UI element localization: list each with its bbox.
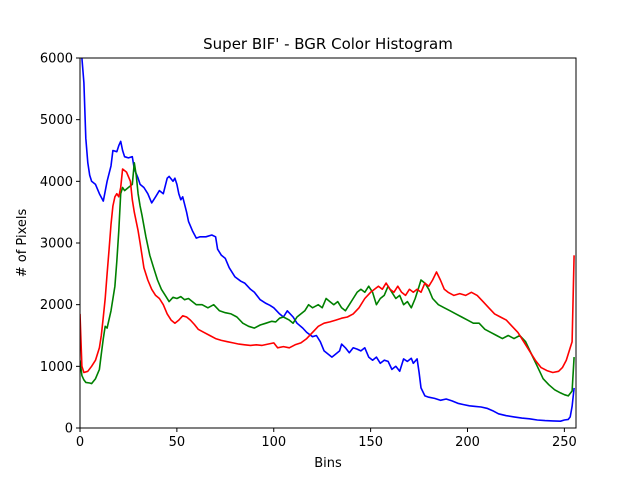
- x-tick-label: 200: [455, 435, 480, 450]
- x-tick-label: 250: [552, 435, 577, 450]
- y-axis-ticks: 0 1000 2000 3000 4000 5000 6000: [40, 52, 80, 437]
- series-line-red: [80, 168, 575, 374]
- chart-title: Super BIF' - BGR Color Histogram: [203, 35, 453, 53]
- y-tick-label: 5000: [40, 113, 73, 128]
- x-axis-label: Bins: [314, 456, 342, 471]
- y-tick-label: 3000: [40, 237, 73, 252]
- y-axis-label: # of Pixels: [15, 209, 30, 278]
- x-tick-label: 100: [261, 435, 286, 450]
- x-tick-label: 0: [76, 435, 84, 450]
- y-tick-label: 0: [65, 422, 73, 437]
- y-tick-label: 6000: [40, 52, 73, 67]
- y-tick-label: 2000: [40, 298, 73, 313]
- y-tick-label: 4000: [40, 175, 73, 190]
- series-line-green: [80, 162, 575, 397]
- x-axis-ticks: 0 50 100 150 200 250: [76, 428, 577, 450]
- y-tick-label: 1000: [40, 360, 73, 375]
- x-tick-label: 150: [358, 435, 383, 450]
- x-tick-label: 50: [169, 435, 186, 450]
- series-layer: [80, 58, 575, 423]
